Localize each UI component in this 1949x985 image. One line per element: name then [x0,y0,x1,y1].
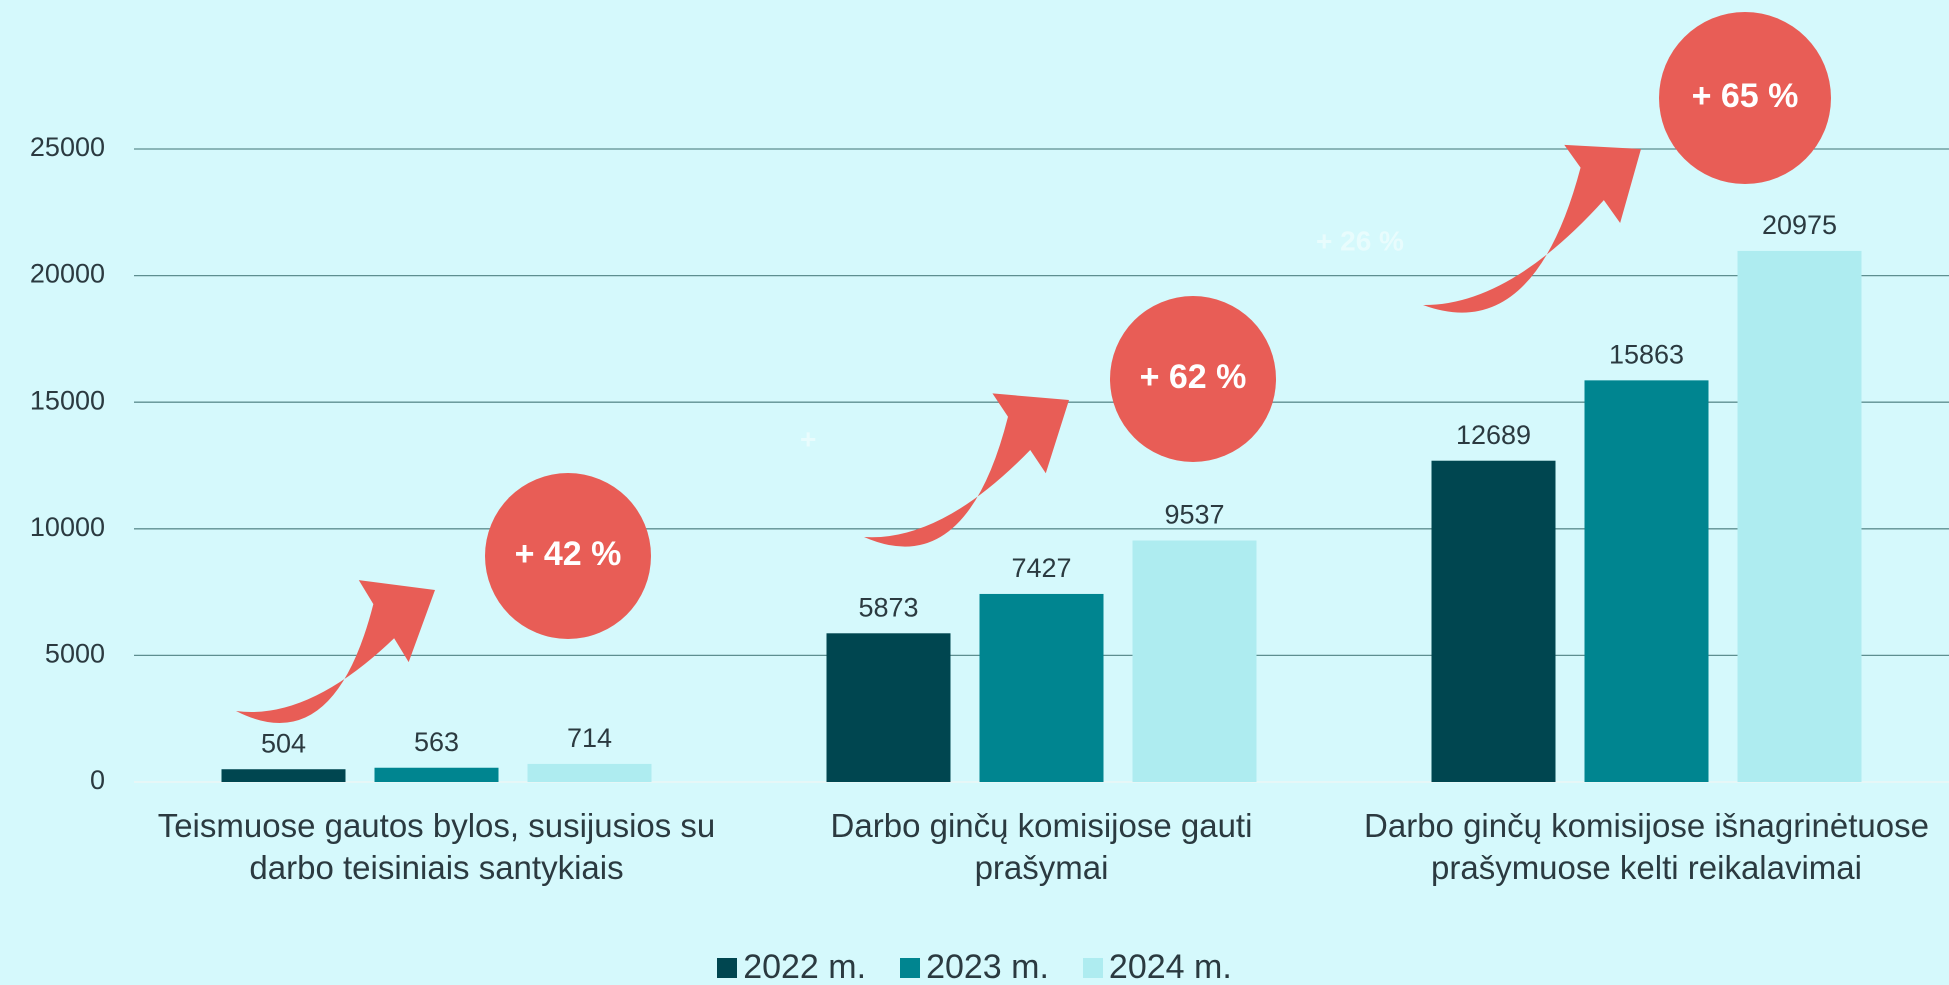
legend-swatch [1082,957,1103,978]
annotation-faint: + [800,423,816,454]
bar [1132,540,1257,782]
legend-label: 2024 m. [1108,948,1232,985]
legend-item: 2022 m. [717,948,866,985]
x-tick-label: Teismuose gautos bylos, susijusios su da… [157,807,716,886]
data-label: 563 [414,727,459,757]
data-label: 20975 [1762,210,1837,240]
data-label: 12689 [1456,420,1531,450]
bubble [485,473,651,639]
data-label: 15863 [1609,339,1684,369]
x-tick-label: Darbo ginčų komisijose gauti prašymai [830,807,1253,886]
bubble [1110,296,1276,462]
bar [374,767,499,782]
y-tick-label: 0 [90,765,105,795]
y-tick-label: 10000 [30,512,105,542]
arrow [236,580,435,723]
data-label: 714 [567,723,612,753]
legend-swatch [900,957,921,978]
y-tick-label: 20000 [30,259,105,289]
legend: 2022 m. 2023 m. 2024 m. [0,948,1949,985]
y-tick-label: 5000 [45,639,105,669]
legend-swatch [717,957,738,978]
bar [1431,460,1556,782]
arrow [1423,144,1641,313]
data-label: 504 [261,728,306,758]
data-label: 7427 [1011,553,1071,583]
x-tick-label: Darbo ginčų komisijose išnagrinėtuose pr… [1364,807,1929,886]
data-label: 9537 [1164,500,1224,530]
y-tick-label: 25000 [30,132,105,162]
data-label: 5873 [858,592,918,622]
legend-label: 2023 m. [926,948,1049,985]
bar [527,763,652,782]
bar [221,769,346,782]
annotation-faint: + 26 % [1316,225,1404,256]
annotation: + 62 % [1140,358,1247,396]
legend-item: 2023 m. [900,948,1049,985]
bubble [1659,12,1831,184]
annotation: + 65 % [1692,77,1799,115]
arrow [864,393,1069,547]
bar [1737,250,1862,783]
bar [1584,380,1709,782]
annotation: + 42 % [515,535,622,573]
y-tick-label: 15000 [30,385,105,415]
legend-item: 2024 m. [1082,948,1232,985]
legend-label: 2022 m. [743,948,867,985]
bar [826,633,951,782]
bar [979,593,1104,782]
